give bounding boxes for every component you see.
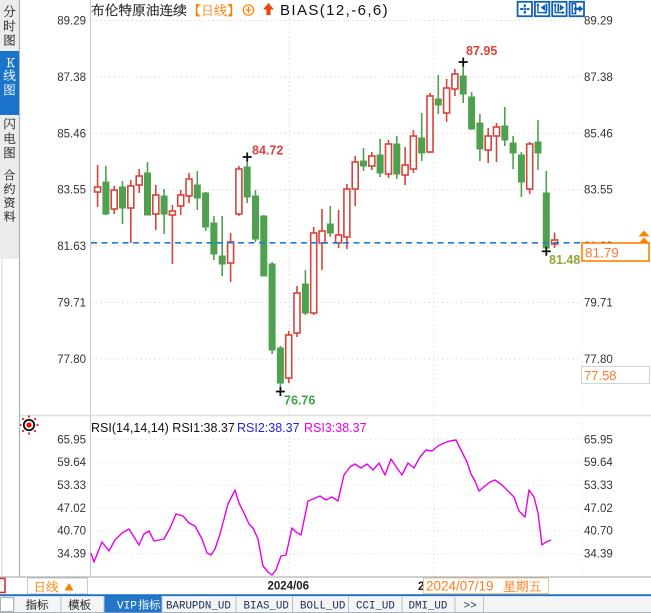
svg-text:81.79: 81.79 (585, 246, 619, 261)
svg-text:77.58: 77.58 (584, 368, 617, 383)
svg-text:59.64: 59.64 (584, 457, 613, 469)
svg-text:34.39: 34.39 (584, 549, 613, 561)
svg-text:87.38: 87.38 (57, 72, 86, 84)
svg-text:47.02: 47.02 (57, 503, 86, 515)
svg-text:83.55: 83.55 (584, 185, 613, 197)
svg-text:65.95: 65.95 (584, 434, 613, 446)
svg-text:85.46: 85.46 (584, 128, 613, 140)
svg-text:89.29: 89.29 (57, 16, 86, 28)
svg-text:59.64: 59.64 (57, 457, 86, 469)
svg-text:89.29: 89.29 (584, 16, 613, 28)
svg-text:83.55: 83.55 (57, 185, 86, 197)
svg-text:DMI_UD: DMI_UD (409, 601, 448, 613)
svg-text:76.76: 76.76 (284, 394, 315, 408)
svg-text:BIAS_UD: BIAS_UD (244, 601, 289, 613)
svg-text:47.02: 47.02 (584, 503, 613, 515)
svg-text:79.71: 79.71 (57, 298, 86, 310)
svg-text:2024/07/19: 2024/07/19 (426, 579, 494, 594)
svg-text:81.63: 81.63 (57, 241, 86, 253)
svg-text:79.71: 79.71 (584, 298, 613, 310)
svg-text:RSI3:38.37: RSI3:38.37 (304, 421, 367, 435)
svg-text:85.46: 85.46 (57, 128, 86, 140)
svg-text:84.72: 84.72 (252, 144, 283, 158)
svg-text:2024/06: 2024/06 (268, 581, 310, 593)
svg-text:53.33: 53.33 (57, 480, 86, 492)
svg-text:RSI2:38.37: RSI2:38.37 (237, 421, 300, 435)
svg-text:BIAS(12,-6,6): BIAS(12,-6,6) (280, 2, 389, 19)
svg-text:>>: >> (464, 601, 477, 613)
svg-text:81.48: 81.48 (549, 253, 580, 267)
svg-text:77.80: 77.80 (584, 354, 613, 366)
svg-text:2: 2 (418, 581, 424, 593)
svg-text:40.70: 40.70 (584, 526, 613, 538)
svg-text:65.95: 65.95 (57, 434, 86, 446)
svg-text:77.80: 77.80 (57, 354, 86, 366)
svg-text:53.33: 53.33 (584, 480, 613, 492)
svg-text:87.95: 87.95 (466, 44, 497, 58)
svg-text:CCI_UD: CCI_UD (356, 601, 395, 613)
svg-text:87.38: 87.38 (584, 72, 613, 84)
svg-text:VIP: VIP (117, 601, 137, 613)
svg-text:34.39: 34.39 (57, 549, 86, 561)
svg-text:BARUPDN_UD: BARUPDN_UD (166, 601, 231, 613)
svg-text:40.70: 40.70 (57, 526, 86, 538)
svg-text:RSI(14,14,14) RSI1:38.37: RSI(14,14,14) RSI1:38.37 (91, 421, 235, 435)
svg-text:BOLL_UD: BOLL_UD (300, 601, 345, 613)
